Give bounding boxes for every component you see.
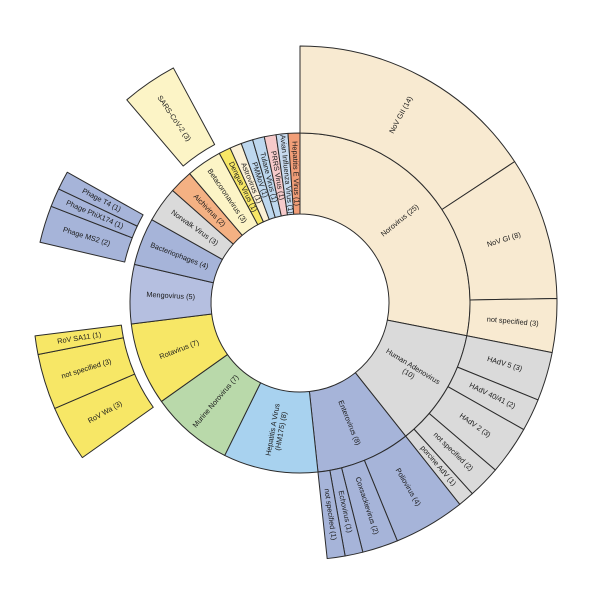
segment-phage-t4 (58, 171, 144, 227)
segment-rov-sa11 (34, 324, 124, 356)
segment-sars-cov-2 (126, 67, 216, 167)
segment-label-hepatitis-e-virus: Hepatitis E Virus (1) (290, 141, 301, 206)
segment-hepatitis-e-virus (287, 132, 301, 215)
segment-label-mengovirus: Mengovirus (5) (146, 290, 195, 302)
